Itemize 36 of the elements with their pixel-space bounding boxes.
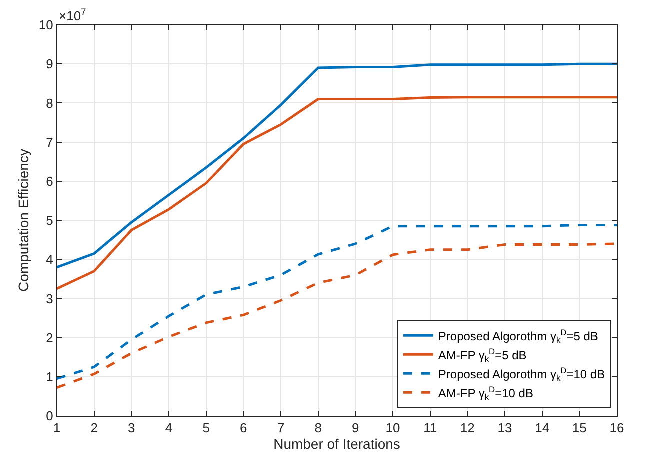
- y-tick-label: 0: [46, 408, 54, 424]
- y-tick-label: 1: [46, 369, 54, 384]
- x-tick-label: 12: [460, 420, 475, 436]
- x-tick-label: 3: [128, 420, 136, 436]
- x-tick-label: 8: [314, 420, 322, 436]
- y-tick-label: 5: [46, 213, 54, 228]
- x-tick-label: 2: [90, 420, 98, 436]
- legend-label: AM-FP γ$_{k}$$^{D}$=5 dB: [438, 346, 527, 364]
- x-tick-label: 7: [277, 420, 285, 436]
- x-tick-label: 6: [240, 420, 248, 436]
- line-series: [57, 96, 617, 290]
- legend-label: Proposed Algorothm γ$_{k}$$^{D}$=5 dB: [438, 327, 598, 345]
- y-tick-label: 7: [46, 134, 54, 150]
- x-tick-label: 9: [352, 420, 360, 436]
- legend-label: Proposed Algorothm γ$_{k}$$^{D}$=10 dB: [438, 365, 606, 383]
- x-tick-label: 14: [535, 420, 550, 436]
- x-tick-label: 10: [386, 420, 400, 436]
- y-tick-label: 8: [46, 96, 54, 111]
- legend-label: AM-FP γ$_{k}$$^{D}$=10 dB: [438, 384, 534, 402]
- y-axis-title: Computation Efficiency: [16, 149, 32, 292]
- y-tick-label: 2: [46, 330, 54, 346]
- x-tick-label: 16: [610, 420, 624, 436]
- y-tick-label: 4: [46, 252, 54, 268]
- line-series: [57, 224, 617, 380]
- y-tick-label: 9: [46, 56, 54, 72]
- line-series: [57, 62, 617, 269]
- x-tick-label: 15: [572, 420, 587, 436]
- x-tick-label: 11: [424, 420, 438, 436]
- x-axis-title: Number of Iterations: [274, 436, 400, 452]
- y-tick-label: 10: [38, 18, 54, 33]
- x-tick-label: 5: [202, 420, 210, 436]
- text: ×10$^{7}$: [59, 7, 86, 24]
- x-tick-label: 4: [165, 420, 173, 436]
- y-tick-label: 3: [46, 291, 54, 306]
- y-tick-label: 6: [46, 174, 54, 189]
- x-tick-label: 13: [498, 420, 512, 436]
